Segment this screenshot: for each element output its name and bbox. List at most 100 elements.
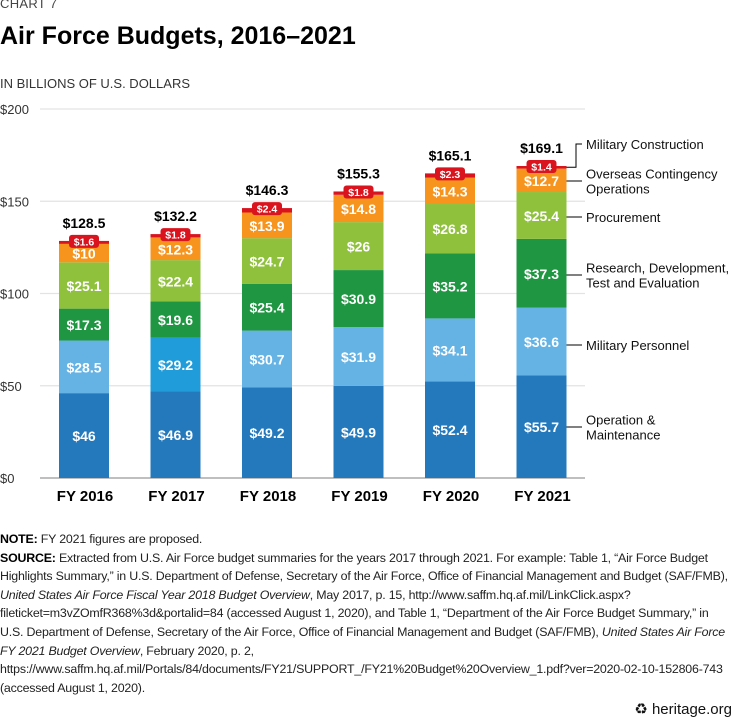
data-label: $26 [347,239,371,255]
data-label: $28.5 [66,359,101,375]
bar-segment [333,194,384,223]
legend-label: Military Personnel [586,338,689,353]
note-text: FY 2021 figures are proposed. [37,532,203,546]
bar-segment [516,375,567,478]
data-label: $14.3 [432,183,467,199]
bar-segment [59,243,109,263]
milcon-label-badge [343,185,374,199]
y-tick-label: $100 [0,287,29,302]
data-label: $13.9 [249,218,284,234]
heritage-logo[interactable]: ♻ heritage.org [634,700,732,718]
data-label: $52.4 [432,422,467,438]
y-tick-label: $0 [0,471,14,486]
milcon-label-badge [160,228,191,242]
note-label: NOTE: [0,532,38,546]
x-tick-label: FY 2019 [331,488,387,505]
legend-label: Operation & Maintenance [586,413,660,443]
data-label: $12.3 [158,241,193,257]
x-tick-label: FY 2016 [57,488,113,505]
data-label: $30.9 [341,291,376,307]
data-label: $14.8 [341,201,376,217]
total-label: $146.3 [246,182,289,198]
bar-segment [516,307,567,376]
data-label: $1.4 [531,162,552,174]
bar-segment [425,318,475,382]
bar-segment [242,283,292,331]
legend-label: Overseas Contingency Operations [586,167,718,197]
liberty-bell-icon: ♻ [634,701,648,718]
bar-segment [59,340,109,394]
chart-kicker: CHART 7 [0,0,58,11]
data-label: $46.9 [158,427,193,443]
legend-label: Procurement [586,210,661,225]
data-label: $1.8 [165,230,186,242]
source-text: , February 2020, p. 2, https://www.saffm… [0,643,723,695]
stacked-bar-chart: $0$50$100$150$200$46$28.5$17.3$25.1$10$1… [0,102,729,505]
y-axis-label: IN BILLIONS OF U.S. DOLLARS [0,76,190,91]
bar-segment [242,212,292,239]
data-label: $24.7 [249,253,284,269]
data-label: $19.6 [158,312,193,328]
data-label: $25.1 [66,278,101,294]
data-label: $10 [72,246,96,262]
milcon-label-badge [435,167,465,181]
data-label: $37.3 [524,266,559,282]
data-label: $30.7 [249,351,284,367]
y-tick-label: $200 [0,102,29,117]
data-label: $2.3 [440,169,461,181]
bar-segment [516,192,567,239]
x-tick-label: FY 2021 [514,488,570,505]
bar-segment [59,308,109,341]
data-label: $17.3 [66,317,101,333]
total-label: $128.5 [63,215,106,231]
data-label: $29.2 [158,357,193,373]
bar-segment [150,391,201,478]
total-label: $132.2 [154,208,197,224]
x-tick-label: FY 2018 [240,488,296,505]
y-tick-label: $50 [0,379,22,394]
bar-segment [425,204,475,254]
source-line: SOURCE: Extracted from U.S. Air Force bu… [0,549,730,698]
data-label: $46 [72,428,96,444]
bar-segment [333,270,384,328]
data-label: $2.4 [257,204,278,216]
bar-segment [333,385,384,478]
data-label: $31.9 [341,349,376,365]
data-label: $1.6 [74,236,95,248]
bar-segment [150,260,201,302]
data-label: $55.7 [524,419,559,435]
source-text: Extracted from U.S. Air Force budget sum… [0,550,728,584]
data-label: $49.9 [341,424,376,440]
chart-title: Air Force Budgets, 2016–2021 [0,22,356,50]
data-label: $34.1 [432,342,467,358]
x-tick-label: FY 2017 [148,488,204,505]
bar-segment [516,168,567,193]
bar-segment [333,222,384,271]
source-title: United States Air Force FY 2021 Budget O… [0,624,725,658]
note-line: NOTE: FY 2021 figures are proposed. [0,530,730,549]
data-label: $25.4 [524,208,559,224]
data-label: $25.4 [249,300,284,316]
notes: NOTE: FY 2021 figures are proposed. SOUR… [0,530,730,697]
data-label: $49.2 [249,425,284,441]
x-tick-label: FY 2020 [423,488,479,505]
bar-segment [425,177,475,205]
milcon-label-badge [252,202,282,216]
bar-segment [425,381,475,478]
bar-segment [516,238,567,308]
legend-label: Military Construction [586,137,704,152]
bar-segment [333,327,384,386]
source-label: SOURCE: [0,550,56,565]
data-label: $1.8 [348,187,369,199]
source-title: United States Air Force Fiscal Year 2018… [0,587,310,602]
bar-segment [150,337,201,392]
data-label: $36.6 [524,334,559,350]
data-label: $22.4 [158,273,193,289]
legend-label: Research, Development, Test and Evaluatio… [586,261,729,291]
bar-segment [150,301,201,338]
source-text: , May 2017, p. 15, http://www.saffm.hq.a… [0,587,709,639]
bar-segment [59,393,109,478]
legend-connector [566,143,582,168]
total-label: $169.1 [520,140,563,156]
